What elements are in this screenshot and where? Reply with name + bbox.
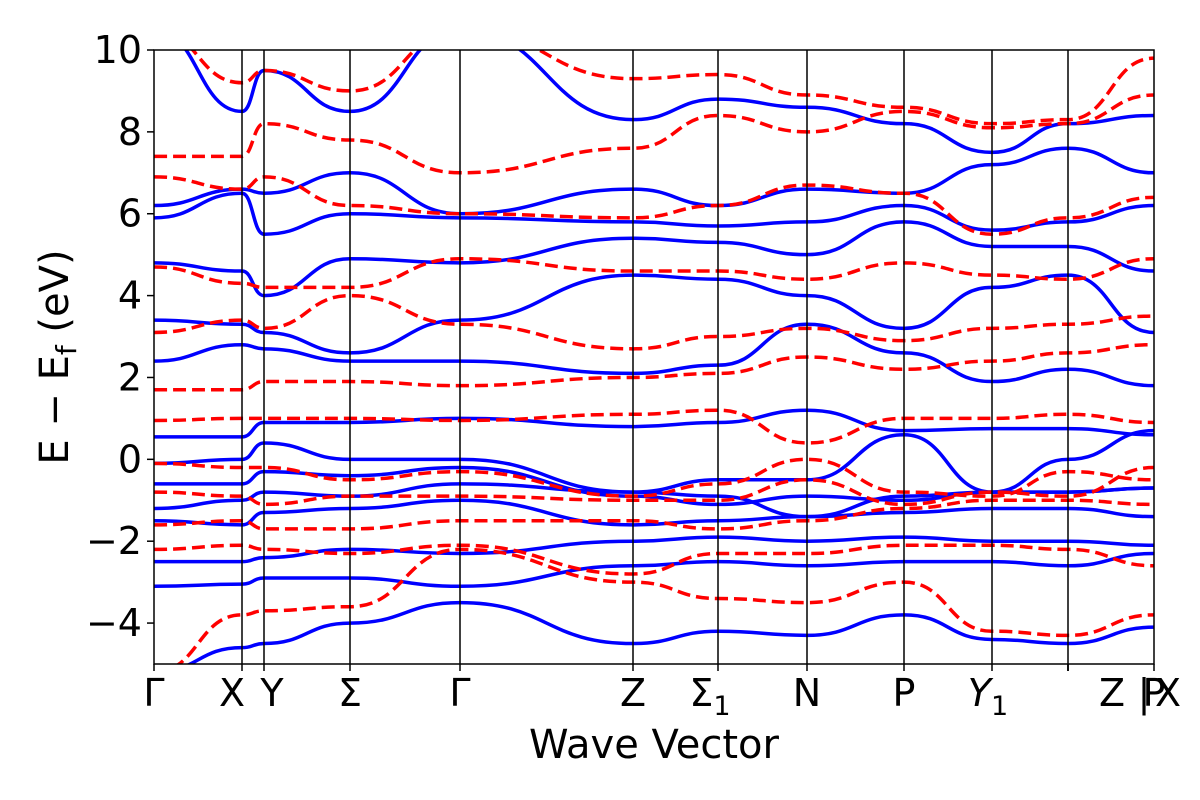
high-symmetry-lines xyxy=(241,50,1069,664)
x-tick-label: Z xyxy=(620,671,646,715)
x-tick-label: N xyxy=(793,671,821,715)
y-tick-label: −2 xyxy=(86,519,142,563)
x-tick-label: | xyxy=(1138,671,1151,716)
dashed-band-line-19 xyxy=(154,342,1154,392)
plot-frame xyxy=(153,49,1155,665)
y-tick-label: 6 xyxy=(118,192,142,236)
y-tick-label: 8 xyxy=(118,110,142,154)
dashed-band-line-21 xyxy=(154,257,1154,290)
solid-band-line-8 xyxy=(154,273,1154,355)
x-tick-label: Σ xyxy=(338,671,362,715)
x-tick-label: P xyxy=(1143,671,1166,715)
x-tick-label: X xyxy=(219,671,245,715)
y-tick-label: 2 xyxy=(118,355,142,399)
x-axis-ticks: Γ X Y Σ Γ Z Σ1 N P Y1 Z | XP xyxy=(143,664,1181,722)
x-tick-label: Σ1 xyxy=(689,671,730,722)
dashed-band-line-17 xyxy=(154,457,1154,498)
dashed-band-line-18 xyxy=(154,408,1154,445)
y-axis-ticks: −4 −2 0 2 4 6 8 10 xyxy=(86,28,154,645)
y-tick-label: 10 xyxy=(94,28,142,72)
y-tick-label: 0 xyxy=(118,437,142,481)
x-tick-label: Y xyxy=(259,671,284,715)
y-tick-label: −4 xyxy=(86,601,142,645)
x-tick-label: P xyxy=(893,671,916,715)
x-tick-label: Γ xyxy=(449,671,470,715)
x-tick-label: Z xyxy=(1099,671,1125,715)
x-tick-label: X xyxy=(1155,671,1181,715)
y-tick-label: 4 xyxy=(118,274,142,318)
dashed-band-line-16 xyxy=(154,465,1154,507)
x-tick-label: Y1 xyxy=(968,671,1008,722)
x-axis-title: Wave Vector xyxy=(529,722,780,768)
y-axis-title: E − Ef (eV) xyxy=(32,249,83,464)
x-tick-label: Γ xyxy=(143,671,164,715)
